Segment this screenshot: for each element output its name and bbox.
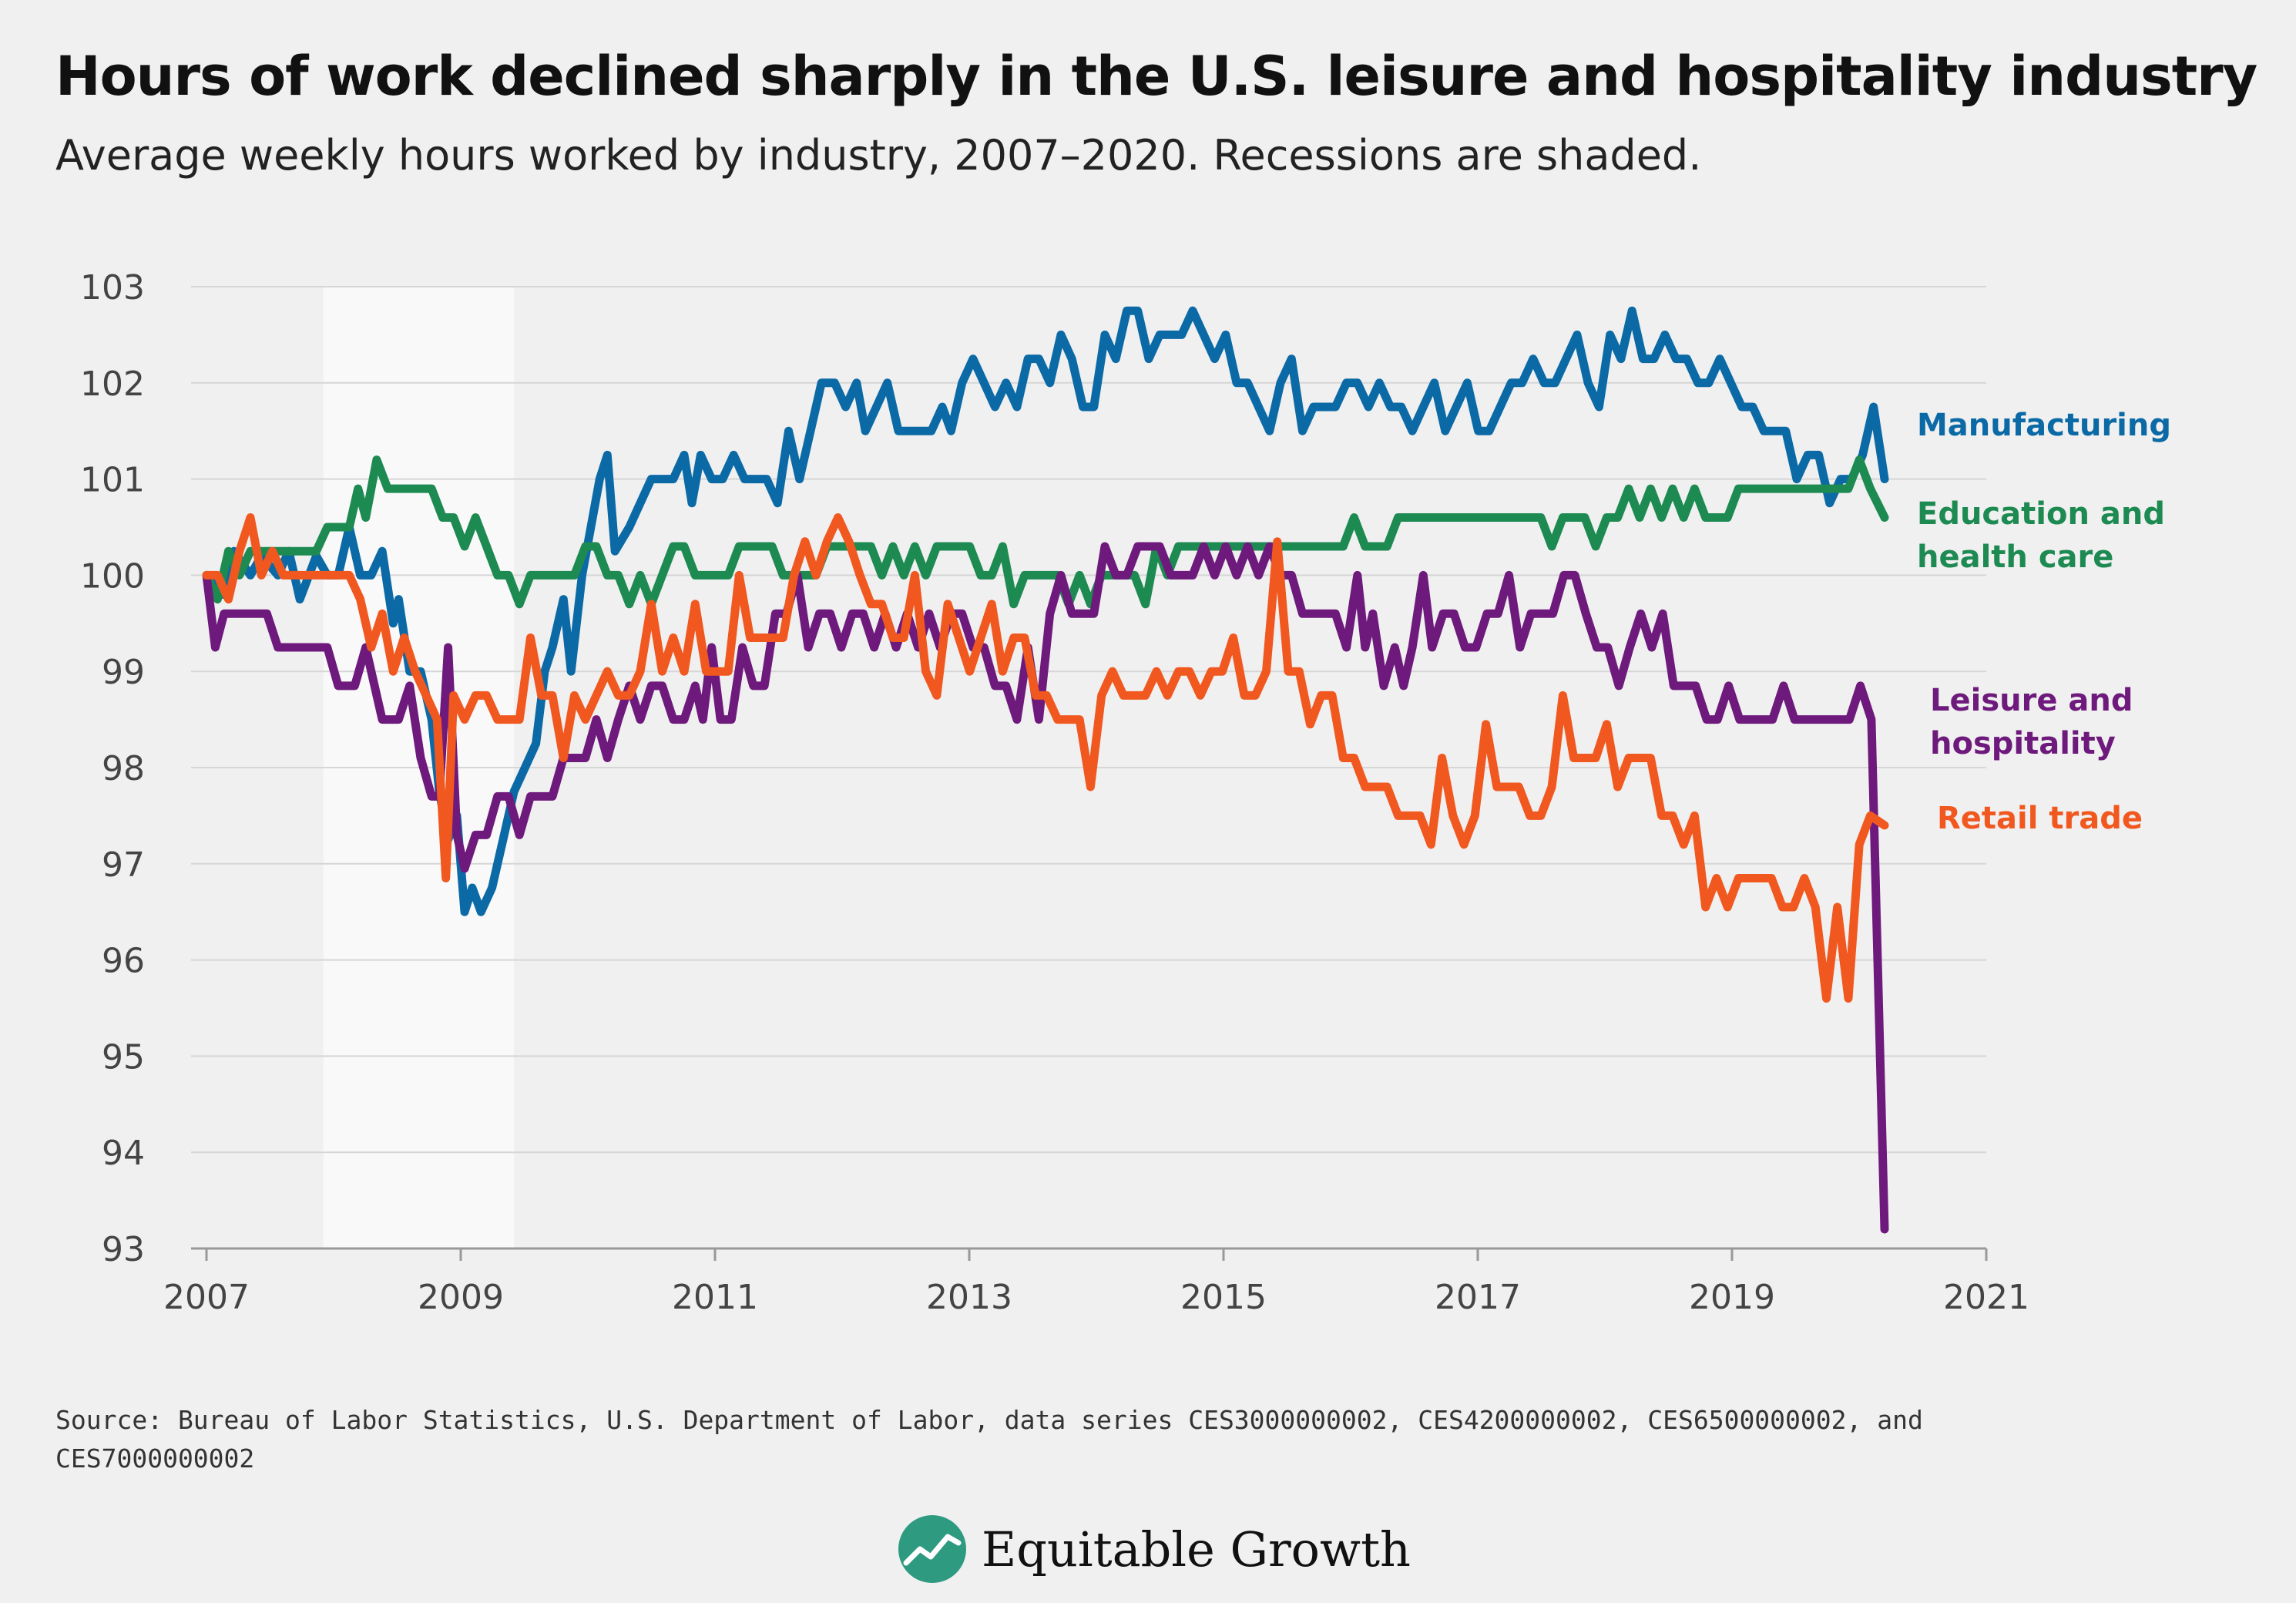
series-label: Education and [1917,496,2165,532]
series-label: health care [1917,539,2113,575]
x-tick-label: 2021 [1943,1278,2029,1317]
equitable-growth-logo-icon [898,1515,966,1583]
y-tick-label: 100 [80,556,145,596]
page-title: Hours of work declined sharply in the U.… [55,45,2257,108]
x-tick-label: 2013 [926,1278,1012,1317]
y-tick-label: 98 [102,749,145,788]
series-label: Leisure and [1930,683,2133,718]
page-subtitle: Average weekly hours worked by industry,… [55,131,1702,180]
y-tick-label: 96 [102,942,145,981]
x-tick-label: 2011 [672,1278,758,1317]
series-labels: Manufacturing Education and health care Lei… [1917,408,2171,836]
brand[interactable]: Equitable Growth [895,1511,1411,1588]
series-line-retail-trade [202,513,1889,1003]
x-tick-label: 2017 [1435,1278,1521,1317]
y-tick-label: 101 [80,461,145,500]
series-label: hospitality [1930,726,2116,761]
series-line-manufacturing [202,306,1889,916]
y-tick-label: 103 [80,268,145,307]
y-tick-label: 99 [102,653,145,692]
series-lines [202,306,1889,1234]
y-tick-label: 102 [80,365,145,404]
brand-name: Equitable Growth [982,1521,1411,1578]
axes: 93 94 95 96 97 98 99 100 101 102 103 2007 2009 2011 20… [80,268,2029,1317]
x-tick-label: 2007 [163,1278,250,1317]
y-tick-label: 97 [102,845,145,885]
series-line-education-and-health-care [202,455,1889,609]
series-line-leisure-and-hospitality [202,542,1889,1234]
x-tick-label: 2009 [418,1278,504,1317]
series-label: Retail trade [1937,801,2143,836]
source-note: Source: Bureau of Labor Statistics, U.S.… [55,1405,1923,1474]
gridlines [191,286,1986,1250]
y-tick-label: 93 [102,1230,145,1269]
line-chart: 93 94 95 96 97 98 99 100 101 102 103 2007 2009 2011 20… [80,268,2171,1317]
y-tick-label: 94 [102,1134,145,1173]
series-label: Manufacturing [1917,408,2171,443]
x-tick-label: 2019 [1689,1278,1775,1317]
y-tick-label: 95 [102,1037,145,1077]
x-tick-label: 2015 [1180,1278,1267,1317]
